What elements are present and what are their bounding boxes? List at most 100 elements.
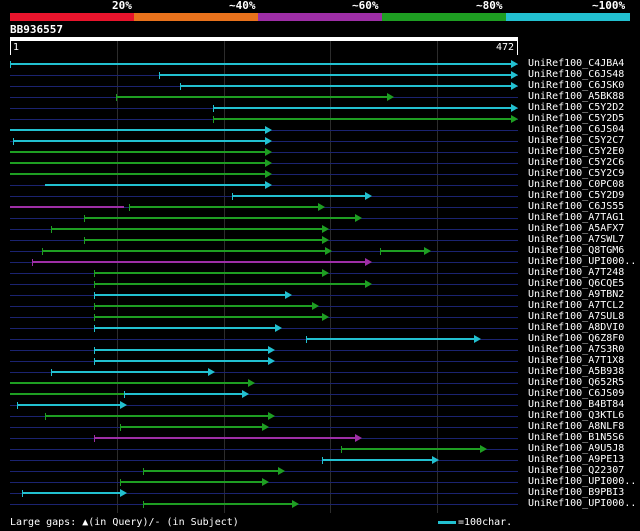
hit-tick xyxy=(17,401,19,409)
hit-label[interactable]: UniRef100_Q8TGM6 xyxy=(528,245,625,256)
hit-arrow xyxy=(321,236,329,244)
color-scale-segment xyxy=(382,13,506,21)
hit-arrow xyxy=(321,225,329,233)
hit-label[interactable]: UniRef100_A7S3R0 xyxy=(528,344,625,355)
hit-line xyxy=(41,250,325,252)
grid-line xyxy=(224,41,225,513)
hit-label[interactable]: UniRef100_C6JS04 xyxy=(528,124,625,135)
row-track xyxy=(10,405,518,406)
hit-tick xyxy=(380,247,382,255)
hit-tick xyxy=(32,258,34,266)
row-track xyxy=(10,493,518,494)
hit-label[interactable]: UniRef100_C5Y2D9 xyxy=(528,190,625,201)
hit-line xyxy=(21,492,120,494)
hit-label[interactable]: UniRef100_Q6Z8F0 xyxy=(528,333,625,344)
hit-label[interactable]: UniRef100_C5Y2C9 xyxy=(528,168,625,179)
hit-tick xyxy=(305,335,307,343)
hit-line xyxy=(17,404,120,406)
hit-label[interactable]: UniRef100_A5B938 xyxy=(528,366,625,377)
hit-line xyxy=(180,85,511,87)
row-track xyxy=(10,449,518,450)
hit-tick xyxy=(119,423,121,431)
hit-line xyxy=(13,140,266,142)
hit-label[interactable]: UniRef100_C5Y2C7 xyxy=(528,135,625,146)
hit-arrow xyxy=(265,148,273,156)
hit-line xyxy=(10,151,266,153)
hit-tick xyxy=(21,489,23,497)
hit-line xyxy=(51,371,208,373)
hit-tick xyxy=(94,302,96,310)
grid-line xyxy=(437,41,438,513)
hit-tick xyxy=(232,192,234,200)
hit-label[interactable]: UniRef100_A7TAG1 xyxy=(528,212,625,223)
hit-label[interactable]: UniRef100_C6JSK0 xyxy=(528,80,625,91)
hit-label[interactable]: UniRef100_C5Y2D5 xyxy=(528,113,625,124)
grid-line xyxy=(330,41,331,513)
hit-arrow xyxy=(354,214,362,222)
hit-label[interactable]: UniRef100_UPI000.. xyxy=(528,498,637,509)
hit-arrow xyxy=(423,247,431,255)
hit-arrow xyxy=(511,115,518,123)
hit-tick xyxy=(10,60,11,68)
hit-label[interactable]: UniRef100_A7T1X8 xyxy=(528,355,625,366)
percent-label-60: ~60% xyxy=(352,0,379,12)
hit-arrow xyxy=(265,170,273,178)
hit-label[interactable]: UniRef100_C6JS48 xyxy=(528,69,625,80)
hit-arrow xyxy=(265,181,273,189)
hit-tick xyxy=(340,445,342,453)
hit-label[interactable]: UniRef100_C0PC08 xyxy=(528,179,625,190)
hit-line xyxy=(158,74,511,76)
hit-label[interactable]: UniRef100_A9TBN2 xyxy=(528,289,625,300)
hit-arrow xyxy=(278,467,286,475)
hit-label[interactable]: UniRef100_B1N5S6 xyxy=(528,432,625,443)
hit-label[interactable]: UniRef100_Q22307 xyxy=(528,465,625,476)
hit-line xyxy=(10,393,158,395)
percent-label-20: 20% xyxy=(112,0,132,12)
hit-arrow xyxy=(241,390,249,398)
hit-line xyxy=(94,305,313,307)
hit-label[interactable]: UniRef100_A8NLF8 xyxy=(528,421,625,432)
hit-label[interactable]: UniRef100_C4JBA4 xyxy=(528,58,625,69)
hit-arrow xyxy=(119,489,127,497)
hit-label[interactable]: UniRef100_A7T248 xyxy=(528,267,625,278)
scale-bar xyxy=(438,521,456,524)
hit-arrow xyxy=(262,423,270,431)
hit-label[interactable]: UniRef100_A7SUL8 xyxy=(528,311,625,322)
hit-label[interactable]: UniRef100_A5BK88 xyxy=(528,91,625,102)
hit-label[interactable]: UniRef100_UPI000.. xyxy=(528,476,637,487)
hit-tick xyxy=(129,203,131,211)
hit-label[interactable]: UniRef100_A9PE13 xyxy=(528,454,625,465)
hit-arrow xyxy=(318,203,326,211)
hit-label[interactable]: UniRef100_Q6CQE5 xyxy=(528,278,625,289)
hit-label[interactable]: UniRef100_A5AFX7 xyxy=(528,223,625,234)
hit-tick xyxy=(51,225,53,233)
hit-line xyxy=(94,437,355,439)
hit-label[interactable]: UniRef100_C5Y2E0 xyxy=(528,146,625,157)
hit-label[interactable]: UniRef100_Q3KTL6 xyxy=(528,410,625,421)
hit-arrow xyxy=(511,104,518,112)
hit-label[interactable]: UniRef100_C6JS09 xyxy=(528,388,625,399)
hit-line xyxy=(10,382,249,384)
hit-label[interactable]: UniRef100_A7SWL7 xyxy=(528,234,625,245)
hit-label[interactable]: UniRef100_C5Y2D2 xyxy=(528,102,625,113)
hit-label[interactable]: UniRef100_B9PBI3 xyxy=(528,487,625,498)
hit-label[interactable]: UniRef100_C5Y2C6 xyxy=(528,157,625,168)
hit-label[interactable]: UniRef100_B4BT84 xyxy=(528,399,625,410)
hit-label[interactable]: UniRef100_A9U5J8 xyxy=(528,443,625,454)
color-scale-segment xyxy=(506,13,630,21)
color-scale-segment xyxy=(10,13,134,21)
hit-tick xyxy=(94,357,96,365)
hit-label[interactable]: UniRef100_Q652R5 xyxy=(528,377,625,388)
hit-label[interactable]: UniRef100_C6JS55 xyxy=(528,201,625,212)
row-track xyxy=(10,394,518,395)
hit-tick xyxy=(94,269,96,277)
hit-line xyxy=(32,261,366,263)
hit-line xyxy=(213,118,511,120)
hit-label[interactable]: UniRef100_A8DVI0 xyxy=(528,322,625,333)
query-sequence-bar xyxy=(10,37,518,41)
hit-label[interactable]: UniRef100_UPI000.. xyxy=(528,256,637,267)
hit-label[interactable]: UniRef100_A7TCL2 xyxy=(528,300,625,311)
hit-line xyxy=(45,184,266,186)
hit-line xyxy=(129,206,319,208)
